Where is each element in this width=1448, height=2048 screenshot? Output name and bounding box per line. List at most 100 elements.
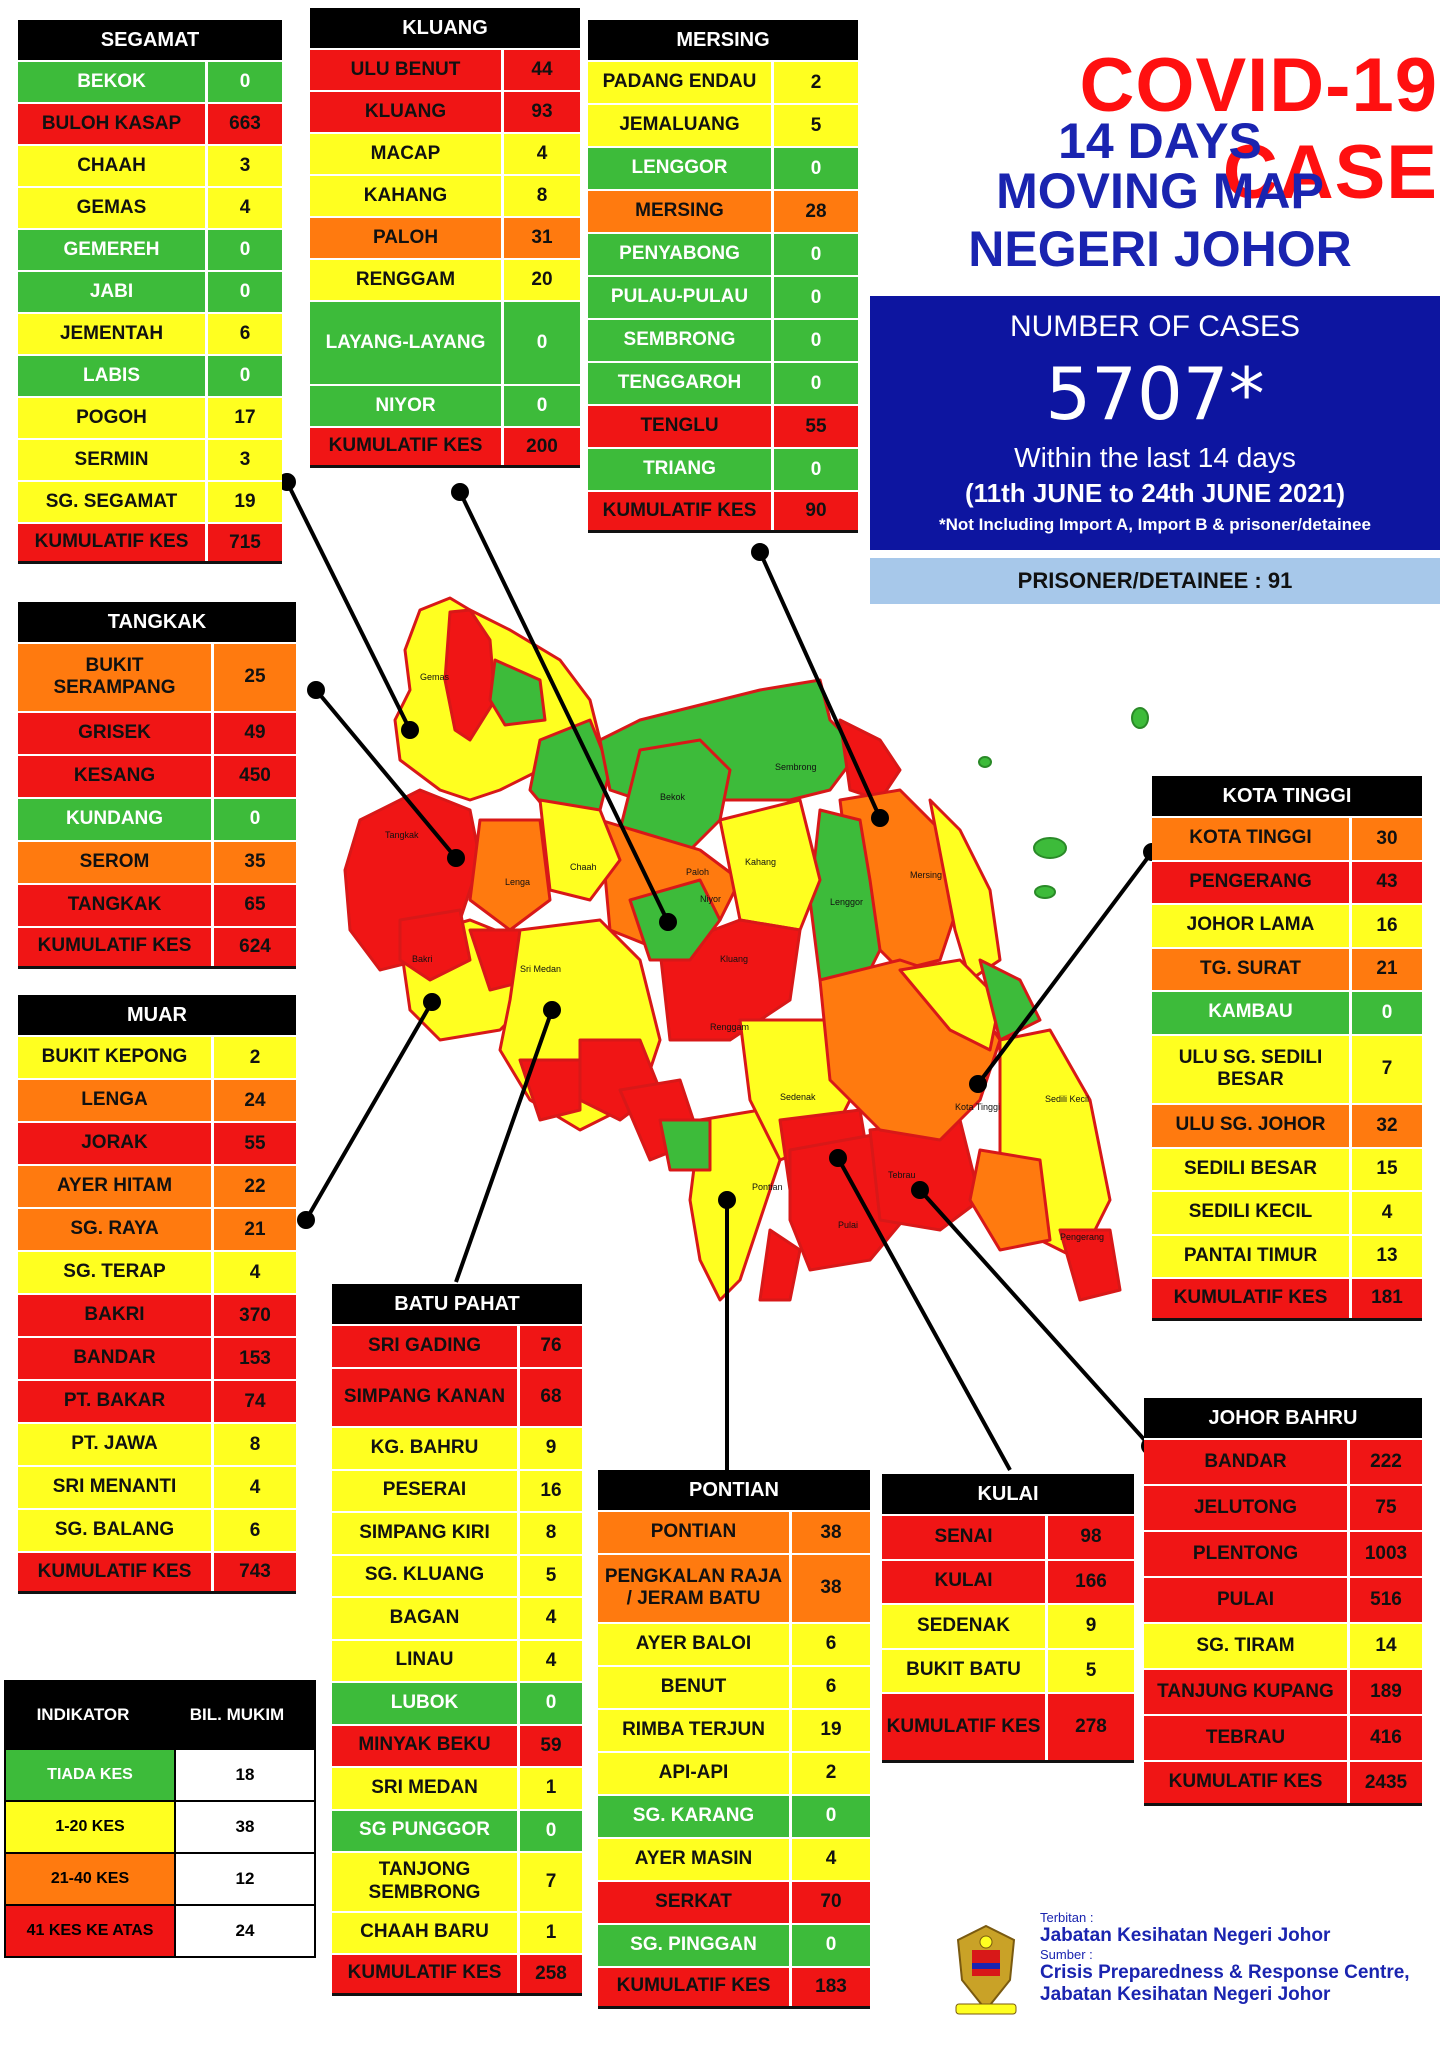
map-label-tebrau: Tebrau [888, 1170, 916, 1180]
district-header: MUAR [18, 995, 296, 1035]
mukim-name: BUKIT BATU [882, 1649, 1048, 1692]
mukim-row: SG. PINGGAN 0 [598, 1922, 870, 1966]
mukim-row: ULU SG. SEDILI BESAR 7 [1152, 1033, 1422, 1104]
mukim-row: BANDAR 153 [18, 1336, 296, 1379]
district-total-row: KUMULATIF KES 183 [598, 1965, 870, 2009]
district-total-value: 181 [1371, 1287, 1403, 1309]
mukim-cases: 8 [249, 1433, 261, 1455]
mukim-row: SG. RAYA 21 [18, 1207, 296, 1250]
mukim-row: BAGAN 4 [332, 1596, 582, 1639]
mukim-row: BUKIT BATU 5 [882, 1647, 1134, 1692]
mukim-row: SERKAT 70 [598, 1879, 870, 1923]
mukim-row: PALOH 31 [310, 216, 580, 258]
mukim-name: KOTA TINGGI [1152, 818, 1352, 860]
mukim-cases: 370 [239, 1304, 271, 1326]
mukim-name: PADANG ENDAU [588, 62, 774, 103]
district-header: TANGKAK [18, 602, 296, 642]
mukim-row: KOTA TINGGI 30 [1152, 816, 1422, 860]
mukim-cases: 19 [820, 1719, 842, 1741]
mukim-row: PENGERANG 43 [1152, 859, 1422, 903]
district-total-value: 743 [239, 1561, 271, 1582]
map-region-buloh-kasap [443, 608, 497, 742]
mukim-row: JEMALUANG 5 [588, 103, 858, 146]
district-total-value: 278 [1075, 1716, 1107, 1738]
prisoner-count: PRISONER/DETAINEE : 91 [870, 558, 1440, 604]
mukim-cases: 0 [810, 372, 822, 394]
mukim-name: JOHOR LAMA [1152, 905, 1352, 947]
mukim-row: SG. KLUANG 5 [332, 1553, 582, 1596]
mukim-name: RIMBA TERJUN [598, 1709, 792, 1751]
mukim-row: SRI GADING 76 [332, 1324, 582, 1367]
mukim-cases: 17 [234, 407, 256, 428]
mukim-row: SEDILI KECIL 4 [1152, 1190, 1422, 1234]
mukim-row: NIYOR 0 [310, 384, 580, 426]
mukim-row: JOHOR LAMA 16 [1152, 903, 1422, 947]
mukim-name: SG PUNGGOR [332, 1810, 520, 1851]
mukim-cases: 0 [545, 1819, 557, 1841]
mukim-name: LENGA [18, 1080, 214, 1121]
legend-row: 41 KES KE ATAS 24 [6, 1904, 314, 1956]
district-total-row: KUMULATIF KES 743 [18, 1551, 296, 1594]
mukim-cases: 416 [1370, 1727, 1402, 1748]
mukim-cases: 189 [1370, 1681, 1402, 1702]
mukim-row: GRISEK 49 [18, 710, 296, 754]
mukim-row: KULAI 166 [882, 1558, 1134, 1603]
mukim-cases: 55 [244, 1132, 266, 1154]
mukim-cases: 4 [239, 197, 251, 218]
mukim-name: SG. KLUANG [332, 1555, 520, 1596]
cases-note: *Not Including Import A, Import B & pris… [939, 515, 1371, 534]
mukim-name: PONTIAN [598, 1512, 792, 1553]
mukim-row: AYER BALOI 6 [598, 1621, 870, 1665]
mukim-name: SG. TIRAM [1144, 1624, 1350, 1668]
title-line2: 14 DAYS [1058, 113, 1262, 169]
mukim-cases: 0 [239, 281, 251, 302]
johor-crest-icon [955, 1924, 1017, 2015]
mukim-name: KLUANG [310, 92, 504, 132]
map-label-pontian: Pontian [752, 1182, 783, 1192]
district-total-label: KUMULATIF KES [1144, 1762, 1350, 1803]
mukim-row: SRI MENANTI 4 [18, 1465, 296, 1508]
mukim-cases: 21 [244, 1218, 266, 1240]
mukim-name: TRIANG [588, 449, 774, 490]
mukim-row: MINYAK BEKU 59 [332, 1723, 582, 1766]
mukim-name: JORAK [18, 1123, 214, 1164]
mukim-cases: 14 [1375, 1635, 1397, 1656]
mukim-name: CHAAH [18, 146, 208, 186]
legend-label: 21-40 KES [6, 1854, 176, 1904]
mukim-name: TENGGAROH [588, 363, 774, 404]
mukim-cases: 20 [531, 269, 553, 290]
mukim-name: MERSING [588, 191, 774, 232]
district-header: KLUANG [310, 8, 580, 48]
mukim-name: SG. RAYA [18, 1209, 214, 1250]
mukim-row: POGOH 17 [18, 396, 282, 438]
legend-label: 41 KES KE ATAS [6, 1906, 176, 1956]
legend-label: TIADA KES [6, 1750, 176, 1800]
mukim-cases: 1 [545, 1777, 557, 1799]
district-total-row: KUMULATIF KES 181 [1152, 1277, 1422, 1321]
mukim-row: JEMENTAH 6 [18, 312, 282, 354]
mukim-row: SRI MEDAN 1 [332, 1766, 582, 1809]
mukim-row: GEMAS 4 [18, 186, 282, 228]
mukim-row: PONTIAN 38 [598, 1510, 870, 1553]
map-label-sembrong: Sembrong [775, 762, 817, 772]
mukim-name: LENGGOR [588, 148, 774, 189]
district-total-value: 200 [526, 435, 558, 457]
mukim-name: PLENTONG [1144, 1532, 1350, 1576]
mukim-cases: 2 [825, 1762, 837, 1784]
mukim-name: AYER MASIN [598, 1838, 792, 1880]
mukim-name: PANTAI TIMUR [1152, 1235, 1352, 1278]
district-total-label: KUMULATIF KES [18, 1553, 214, 1591]
mukim-row: KESANG 450 [18, 753, 296, 797]
district-table-pontian: PONTIAN PONTIAN 38 PENGKALAN RAJA / JERAM B… [598, 1470, 870, 2009]
mukim-name: GEMAS [18, 188, 208, 228]
district-total-row: KUMULATIF KES 2435 [1144, 1760, 1422, 1806]
mukim-name: KULAI [882, 1560, 1048, 1603]
map-label-paloh: Paloh [686, 867, 709, 877]
mukim-cases: 70 [820, 1891, 842, 1913]
map-label-niyor: Niyor [700, 894, 721, 904]
district-total-label: KUMULATIF KES [588, 492, 774, 530]
mukim-name: SG. TERAP [18, 1252, 214, 1293]
cases-period: Within the last 14 days [1014, 442, 1296, 473]
mukim-cases: 68 [540, 1386, 562, 1408]
district-total-label: KUMULATIF KES [332, 1955, 520, 1993]
